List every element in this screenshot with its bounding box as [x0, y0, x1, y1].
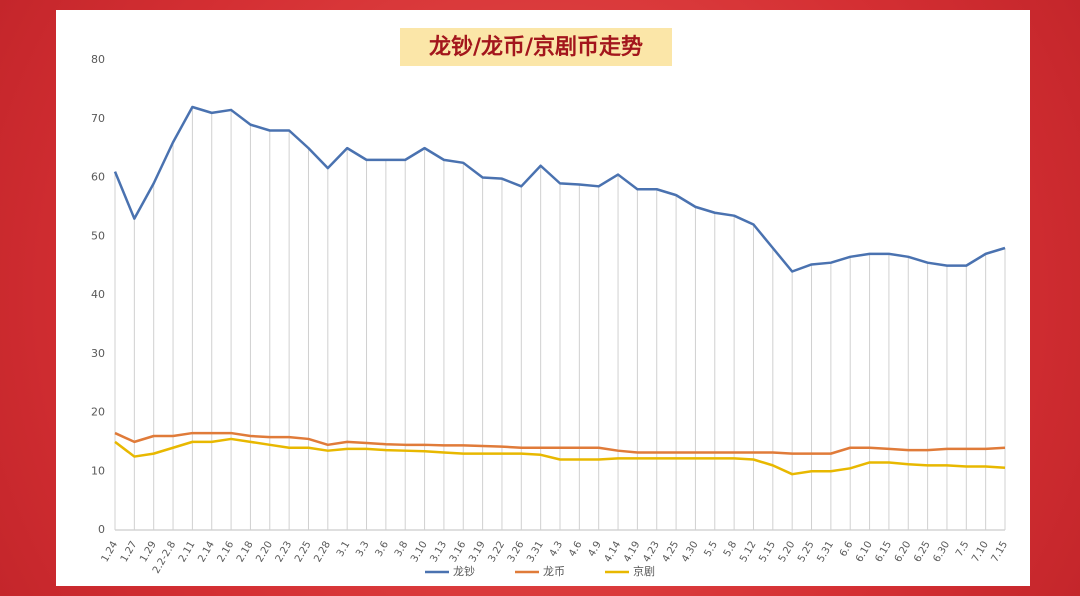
y-tick-label: 50 — [91, 229, 105, 242]
x-tick-label: 3.22 — [486, 540, 507, 565]
x-tick-label: 6.20 — [893, 540, 914, 565]
x-tick-label: 4.19 — [622, 540, 643, 565]
x-tick-label: 2.28 — [312, 540, 333, 565]
x-tick-label: 3.3 — [354, 540, 371, 559]
x-tick-label: 2.14 — [196, 540, 217, 565]
card — [56, 10, 1030, 586]
x-tick-label: 3.10 — [409, 540, 430, 565]
x-tick-label: 4.23 — [641, 540, 662, 565]
y-tick-label: 80 — [91, 53, 105, 66]
x-tick-label: 2.18 — [235, 540, 256, 565]
x-tick-label: 3.19 — [467, 540, 488, 565]
x-tick-label: 5.25 — [796, 540, 817, 565]
x-tick-label: 3.6 — [374, 540, 391, 559]
y-tick-label: 40 — [91, 288, 105, 301]
x-tick-label: 5.31 — [815, 540, 836, 565]
y-tick-label: 0 — [98, 523, 105, 536]
series-line — [113, 105, 1006, 273]
legend-label: 龙钞 — [453, 564, 475, 578]
x-tick-label: 6.6 — [838, 540, 855, 559]
x-tick-label: 4.3 — [548, 540, 565, 559]
x-tick-label: 2.23 — [274, 540, 295, 565]
x-tick-label: 5.8 — [722, 540, 739, 559]
y-tick-label: 10 — [91, 464, 105, 477]
x-tick-label: 3.16 — [448, 540, 469, 565]
x-tick-label: 5.5 — [702, 540, 719, 559]
x-tick-label: 3.31 — [525, 540, 546, 565]
x-tick-label: 1.24 — [100, 540, 121, 565]
x-tick-label: 3.8 — [393, 540, 410, 559]
x-tick-label: 5.15 — [757, 540, 778, 565]
x-tick-label: 7.15 — [990, 540, 1011, 565]
x-tick-label: 2.25 — [293, 540, 314, 565]
y-tick-label: 60 — [91, 171, 105, 184]
y-tick-label: 30 — [91, 347, 105, 360]
x-tick-label: 7.5 — [954, 540, 971, 559]
title-box — [400, 28, 672, 66]
y-tick-label: 20 — [91, 406, 105, 419]
x-tick-label: 2.16 — [216, 540, 237, 565]
x-tick-label: 6.15 — [873, 540, 894, 565]
x-tick-label: 4.14 — [603, 540, 624, 565]
chart-title: 龙钞/龙币/京剧币走势 — [429, 34, 643, 60]
x-tick-label: 3.1 — [335, 540, 352, 559]
x-tick-label: 4.9 — [586, 540, 603, 559]
x-tick-label: 3.13 — [428, 540, 449, 565]
x-tick-label: 2.11 — [177, 540, 198, 565]
x-tick-label: 5.20 — [777, 540, 798, 565]
x-tick-label: 2.20 — [254, 540, 275, 565]
x-tick-label: 5.12 — [738, 540, 759, 565]
legend-label: 龙币 — [543, 565, 565, 578]
series-line — [114, 437, 1006, 476]
x-tick-label: 3.26 — [506, 540, 527, 565]
x-tick-label: 6.10 — [854, 540, 875, 565]
x-tick-label: 4.25 — [661, 540, 682, 565]
y-tick-label: 70 — [91, 112, 105, 125]
x-tick-label: 6.25 — [912, 540, 933, 565]
x-tick-label: 7.10 — [970, 540, 991, 565]
x-tick-label: 1.27 — [119, 540, 140, 565]
x-tick-label: 4.6 — [567, 540, 584, 559]
x-tick-label: 4.30 — [680, 540, 701, 565]
x-tick-label: 6.30 — [931, 540, 952, 565]
series-line — [114, 431, 1006, 455]
legend-label: 京剧 — [633, 564, 655, 578]
